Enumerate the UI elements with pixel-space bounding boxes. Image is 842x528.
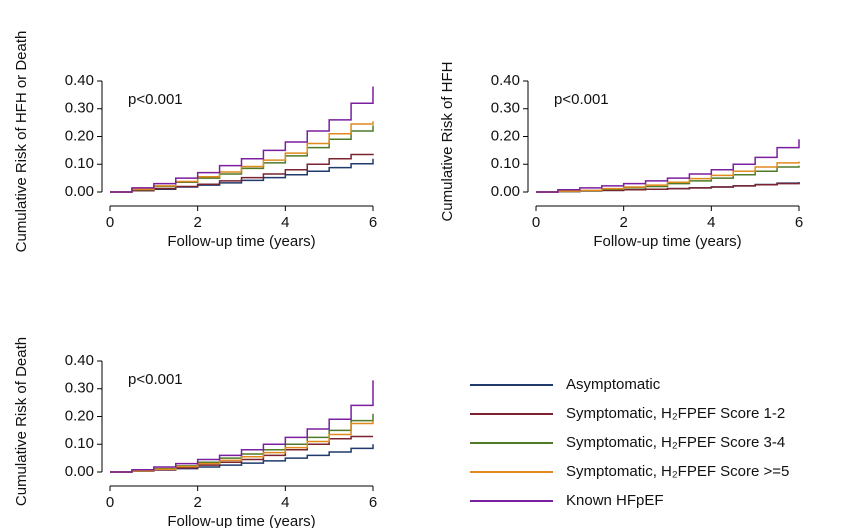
y-tick-label: 0.40 xyxy=(65,72,94,89)
x-tick-label: 4 xyxy=(281,214,289,231)
x-axis-label: Follow-up time (years) xyxy=(593,233,741,250)
legend-label: Symptomatic, H₂FPEF Score >=5 xyxy=(566,463,789,480)
series-line xyxy=(110,380,374,473)
x-tick-label: 6 xyxy=(795,214,803,231)
y-tick-label: 0.20 xyxy=(65,127,94,144)
x-tick-label: 0 xyxy=(106,214,114,231)
y-tick-label: 0.40 xyxy=(65,352,94,369)
x-axis-label: Follow-up time (years) xyxy=(167,513,315,528)
x-tick-label: 4 xyxy=(707,214,715,231)
annotation: p<0.001 xyxy=(128,371,183,388)
x-tick-label: 6 xyxy=(369,214,377,231)
y-tick-label: 0.00 xyxy=(491,183,520,200)
series-line xyxy=(536,139,800,193)
x-tick-label: 0 xyxy=(532,214,540,231)
y-tick-label: 0.00 xyxy=(65,463,94,480)
y-tick-label: 0.40 xyxy=(491,72,520,89)
x-tick-label: 4 xyxy=(281,494,289,511)
y-tick-label: 0.30 xyxy=(65,100,94,117)
x-tick-label: 2 xyxy=(193,494,201,511)
legend-label: Symptomatic, H₂FPEF Score 1-2 xyxy=(566,405,785,422)
x-axis-label: Follow-up time (years) xyxy=(167,233,315,250)
y-tick-label: 0.10 xyxy=(491,155,520,172)
y-tick-label: 0.30 xyxy=(65,380,94,397)
x-tick-label: 0 xyxy=(106,494,114,511)
series-line xyxy=(536,161,800,193)
annotation: p<0.001 xyxy=(554,91,609,108)
y-tick-label: 0.00 xyxy=(65,183,94,200)
y-axis-label: Cumulative Risk of HFH or Death xyxy=(13,31,30,253)
legend-label: Known HFpEF xyxy=(566,492,664,509)
y-tick-label: 0.30 xyxy=(491,100,520,117)
y-tick-label: 0.10 xyxy=(65,155,94,172)
x-tick-label: 2 xyxy=(193,214,201,231)
legend-label: Asymptomatic xyxy=(566,376,661,393)
x-tick-label: 6 xyxy=(369,494,377,511)
x-tick-label: 2 xyxy=(619,214,627,231)
series-line xyxy=(110,86,374,193)
y-tick-label: 0.20 xyxy=(65,407,94,424)
legend-label: Symptomatic, H₂FPEF Score 3-4 xyxy=(566,434,785,451)
y-tick-label: 0.20 xyxy=(491,127,520,144)
y-axis-label: Cumulative Risk of HFH xyxy=(439,61,456,221)
y-tick-label: 0.10 xyxy=(65,435,94,452)
annotation: p<0.001 xyxy=(128,91,183,108)
y-axis-label: Cumulative Risk of Death xyxy=(13,337,30,506)
